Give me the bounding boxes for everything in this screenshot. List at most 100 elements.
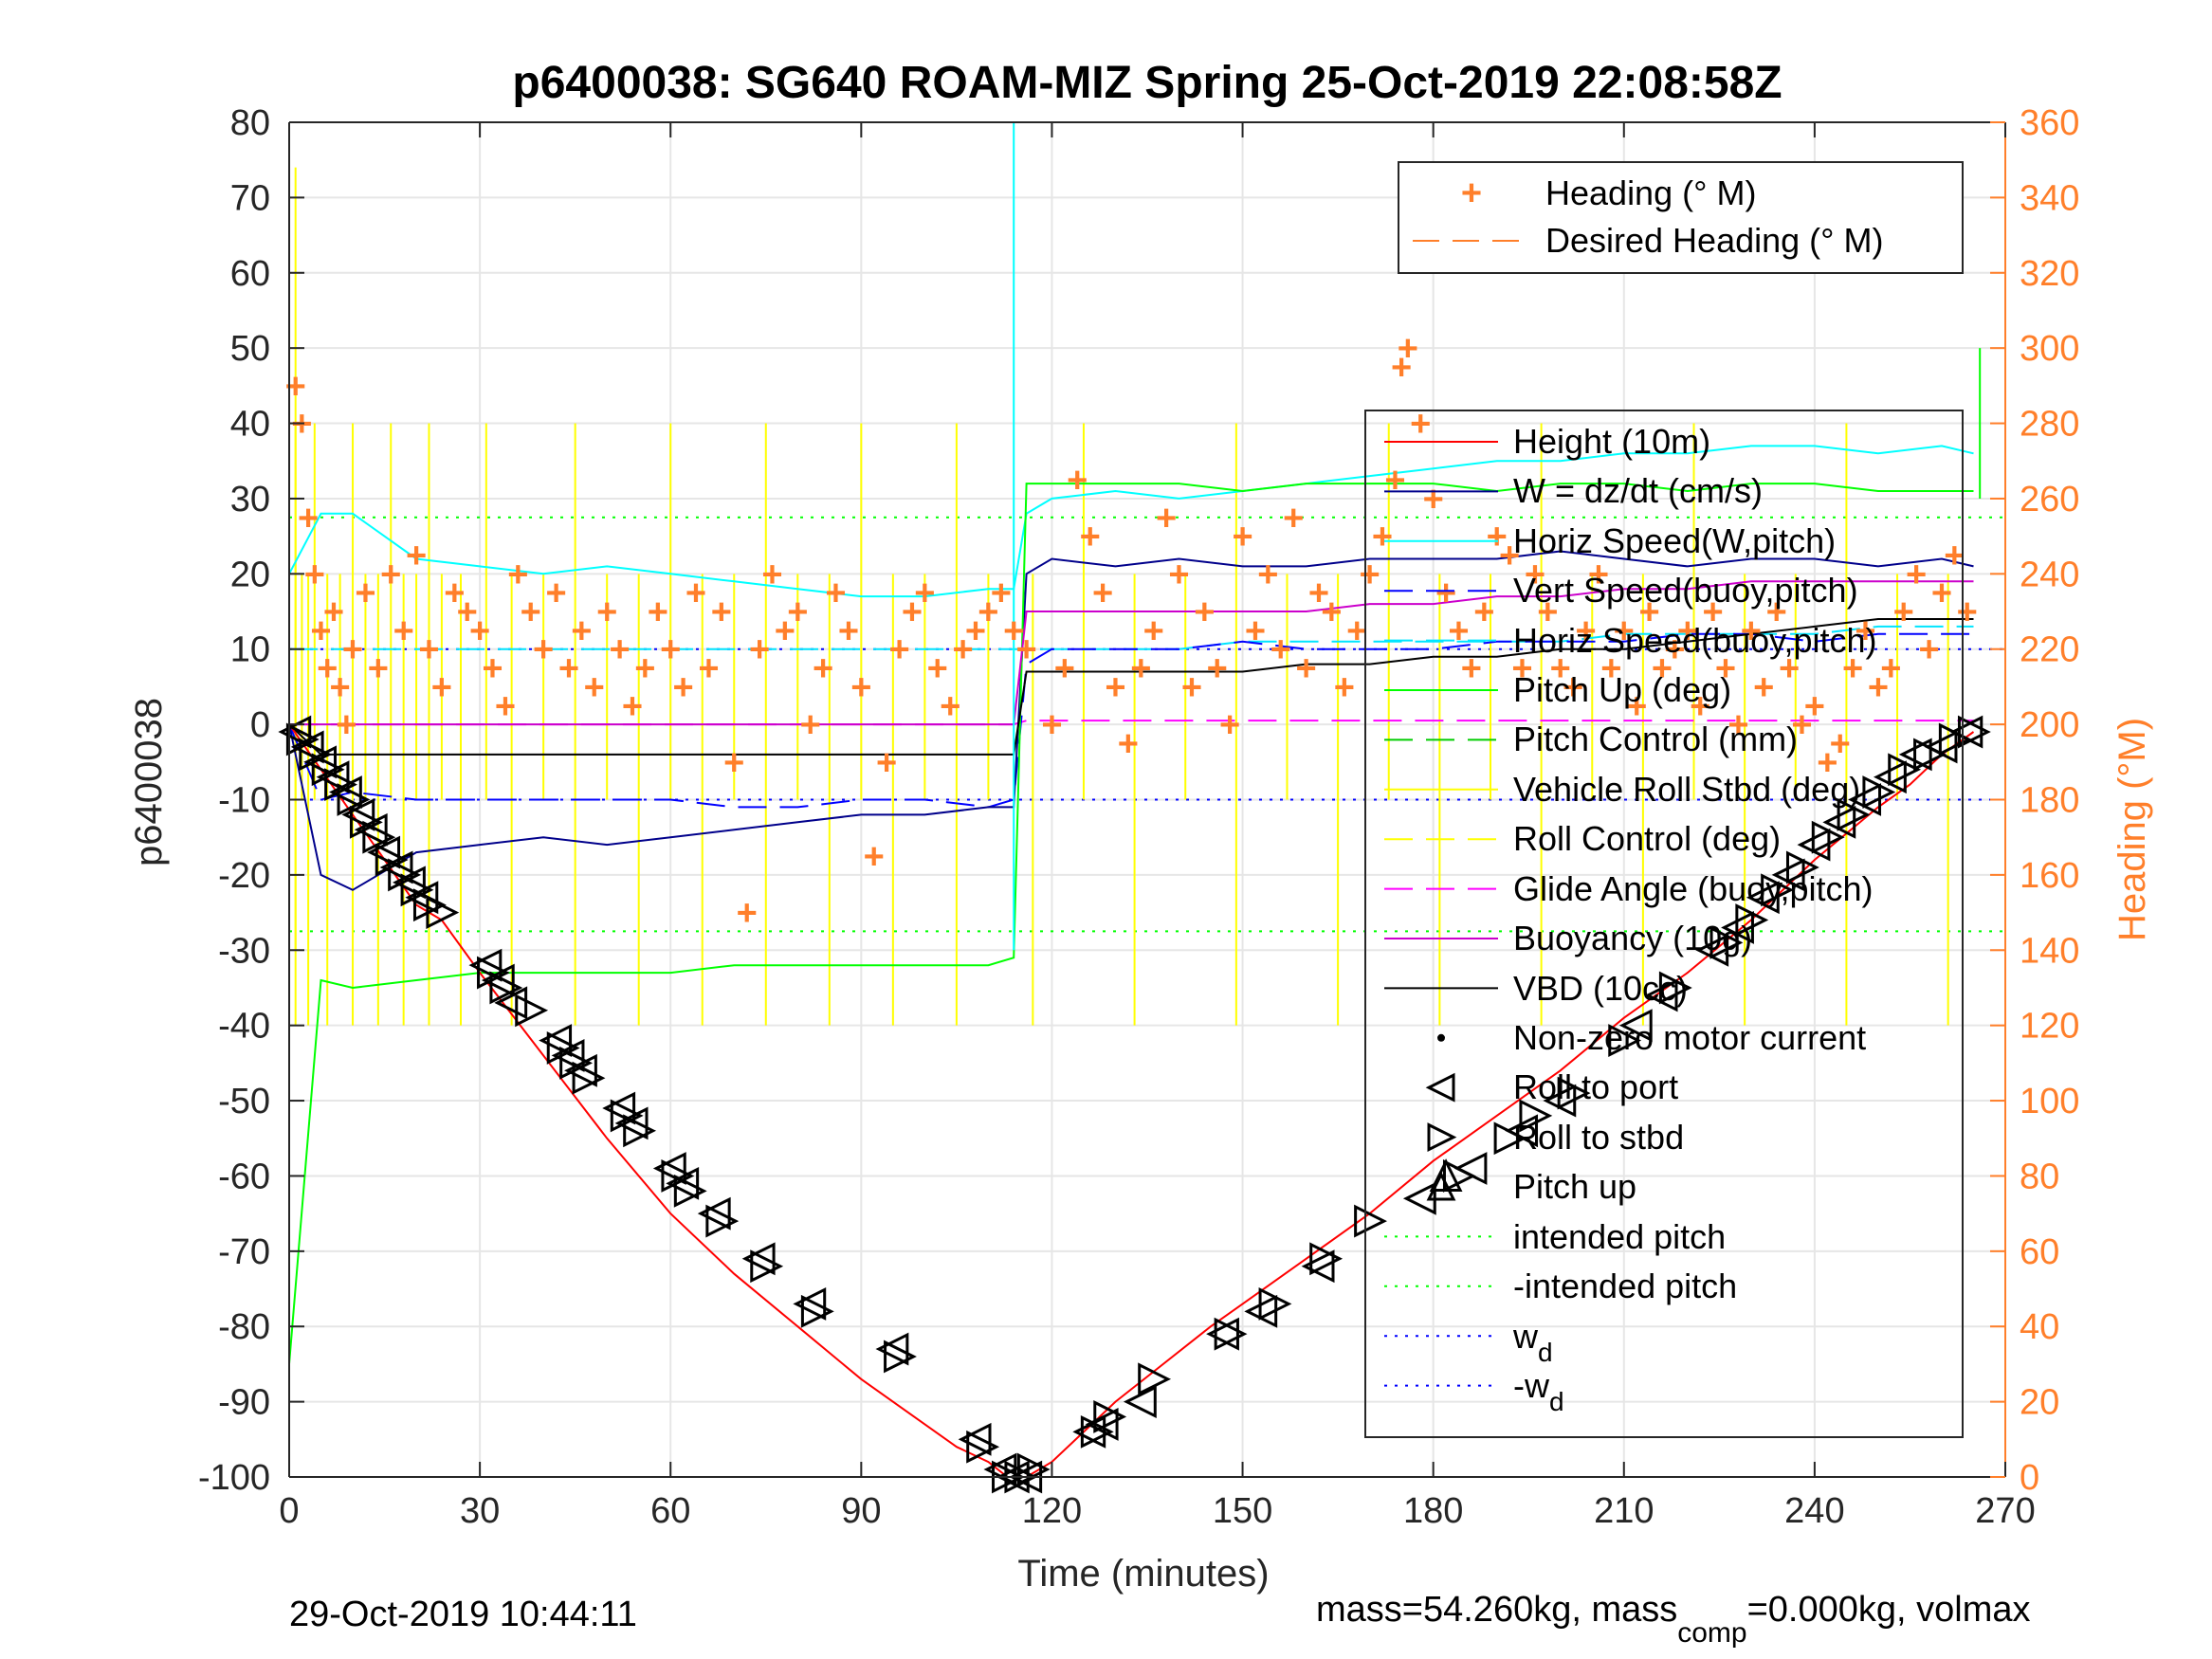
x-tick-label: 90 <box>841 1491 881 1531</box>
heading-point: + <box>1391 348 1412 388</box>
chart-title: p6400038: SG640 ROAM-MIZ Spring 25-Oct-2… <box>512 58 1782 108</box>
heading-point: + <box>584 667 605 707</box>
footer-mass-prefix: mass=54.260kg, mass <box>1316 1590 1677 1630</box>
heading-point: + <box>469 611 490 651</box>
heading-point: + <box>1461 649 1482 689</box>
y2-tick-label: 260 <box>2020 480 2079 520</box>
heading-point: + <box>1041 705 1062 745</box>
heading-point: + <box>1575 611 1596 651</box>
heading-point: + <box>457 592 478 632</box>
y-tick-label: 60 <box>230 254 270 294</box>
roll-stbd-marker <box>1309 1242 1344 1276</box>
roll-port-marker <box>1206 1317 1239 1351</box>
y-tick-label: -100 <box>198 1458 270 1498</box>
heading-point: + <box>813 649 833 689</box>
roll-stbd-marker <box>1557 1076 1591 1110</box>
roll-stbd-marker <box>1493 1121 1527 1156</box>
roll-stbd-marker <box>610 1099 644 1133</box>
heading-point: + <box>660 630 681 670</box>
y2-tick-label: 0 <box>2020 1458 2039 1498</box>
heading-point: + <box>673 667 694 707</box>
heading-point: + <box>1219 705 1240 745</box>
heading-point: + <box>1130 649 1151 689</box>
heading-point: + <box>1766 592 1787 632</box>
roll-stbd-marker <box>1214 1317 1248 1351</box>
heading-point: + <box>521 592 541 632</box>
legend-label-neg-wd: -wd <box>1513 1366 1564 1416</box>
heading-point: + <box>482 649 503 689</box>
heading-point: + <box>1410 405 1431 445</box>
legend-label-vert-speed-buoy: Vert Speed(buoy,pitch) <box>1513 571 1858 610</box>
heading-point: + <box>838 611 859 651</box>
heading-point: + <box>1245 611 1266 651</box>
heading-point: + <box>507 555 528 594</box>
heading-point: + <box>965 611 986 651</box>
legend-label-w: W = dz/dt (cm/s) <box>1513 471 1763 510</box>
heading-point: + <box>1334 667 1355 707</box>
heading-point: + <box>393 611 414 651</box>
x-tick-label: 240 <box>1784 1491 1844 1531</box>
y-tick-label: -90 <box>218 1383 270 1423</box>
heading-point: + <box>749 630 770 670</box>
heading-point: + <box>1893 592 1914 632</box>
y2-tick-label: 280 <box>2020 405 2079 445</box>
heading-point: + <box>1283 499 1304 538</box>
heading-point: + <box>1855 611 1875 651</box>
roll-port-marker <box>328 775 362 809</box>
heading-point: + <box>1511 649 1532 689</box>
roll-stbd-marker <box>1811 820 1845 854</box>
y-tick-label: -30 <box>218 931 270 971</box>
heading-point: + <box>1271 630 1291 670</box>
footer-timestamp: 29-Oct-2019 10:44:11 <box>289 1595 637 1634</box>
roll-stbd-marker <box>1888 753 1922 787</box>
plot-area: ++++++++++++++++++++++++++++++++++++++++… <box>198 103 2079 1531</box>
heading-point: + <box>1398 329 1418 369</box>
y-tick-label: -60 <box>218 1157 270 1196</box>
y-tick-label: 40 <box>230 405 270 445</box>
legend-swatch-motor-current <box>1437 1033 1445 1042</box>
heading-point: + <box>1143 611 1164 651</box>
legend-label-glide-angle: Glide Angle (buoy,pitch) <box>1513 869 1874 908</box>
heading-point: + <box>285 367 306 407</box>
x-tick-label: 270 <box>1975 1491 2035 1531</box>
heading-point: + <box>406 536 427 575</box>
heading-point: + <box>545 574 566 613</box>
heading-point: + <box>1652 649 1673 689</box>
y-tick-label: -20 <box>218 856 270 896</box>
roll-port-marker <box>958 1422 992 1456</box>
roll-stbd-marker <box>559 1046 594 1080</box>
roll-stbd-marker <box>800 1294 834 1328</box>
roll-stbd-marker <box>375 843 409 877</box>
heading-point: + <box>1232 518 1252 557</box>
heading-point: + <box>495 686 516 726</box>
heading-point: + <box>1664 630 1685 670</box>
heading-point: + <box>342 630 363 670</box>
heading-point: + <box>310 611 331 651</box>
legend-label-pitch-up-marker: Pitch up <box>1513 1167 1636 1206</box>
roll-port-marker <box>1123 1385 1157 1419</box>
roll-stbd-marker <box>426 896 460 930</box>
roll-stbd-marker <box>1080 1414 1114 1449</box>
heading-point: + <box>1346 611 1367 651</box>
heading-point: + <box>1550 649 1571 689</box>
y2-tick-label: 300 <box>2020 329 2079 369</box>
roll-stbd-marker <box>572 1061 606 1095</box>
heading-point: + <box>737 894 758 934</box>
roll-port-marker <box>652 1152 686 1185</box>
heading-point: + <box>1423 480 1444 520</box>
heading-point: + <box>1600 649 1621 689</box>
y2-tick-label: 40 <box>2020 1307 2059 1347</box>
legend-label-wd: wd <box>1512 1317 1553 1367</box>
roll-port-marker <box>341 797 375 831</box>
heading-point: + <box>1080 518 1101 557</box>
heading-point: + <box>1067 461 1088 501</box>
heading-point: + <box>1525 555 1545 594</box>
roll-stbd-marker <box>750 1249 784 1284</box>
heading-legend-box <box>1398 161 1964 274</box>
x-tick-label: 150 <box>1213 1491 1272 1531</box>
heading-point: + <box>1156 499 1177 538</box>
y2-tick-label: 360 <box>2020 103 2079 143</box>
heading-point: + <box>1360 555 1380 594</box>
y-tick-label: -70 <box>218 1232 270 1272</box>
main-legend: Height (10m) W = dz/dt (cm/s) Horiz Spee… <box>1364 410 1964 1438</box>
